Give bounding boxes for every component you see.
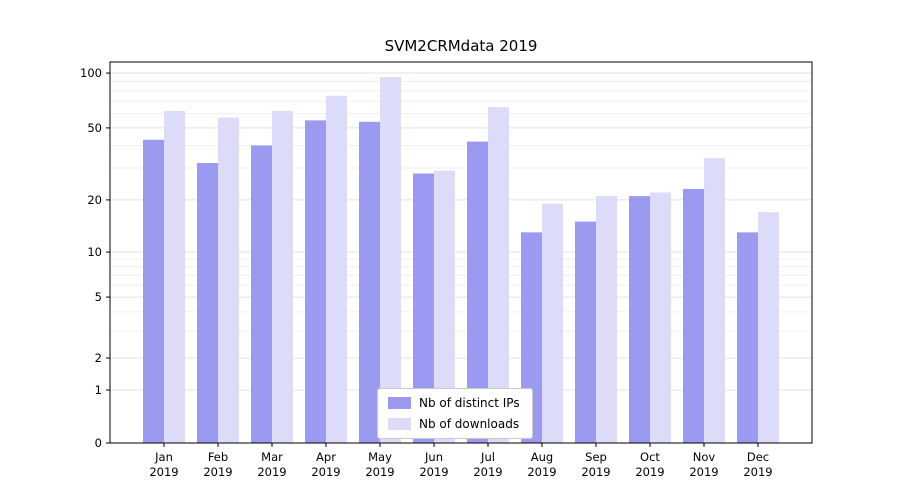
x-tick-label-month: May [368, 450, 392, 464]
x-tick-label-month: Dec [747, 450, 769, 464]
bar-distinct-ips-may [359, 121, 380, 443]
bar-downloads-jun [434, 170, 455, 443]
chart-title: SVM2CRMdata 2019 [385, 37, 538, 55]
bar-distinct-ips-jul [467, 141, 488, 443]
x-tick-label-month: Jan [154, 450, 173, 464]
x-tick-label-month: Aug [531, 450, 553, 464]
bar-distinct-ips-jun [413, 173, 434, 443]
x-tick-label-year: 2019 [203, 465, 232, 479]
y-tick-label: 2 [95, 351, 102, 365]
bar-downloads-sep [596, 196, 617, 443]
x-tick-label-year: 2019 [689, 465, 718, 479]
y-tick-label: 5 [95, 290, 102, 304]
y-tick-label: 0 [95, 436, 102, 450]
bar-distinct-ips-dec [737, 232, 758, 443]
bar-distinct-ips-feb [197, 162, 218, 443]
y-tick-label: 100 [80, 66, 102, 80]
x-tick-label-year: 2019 [419, 465, 448, 479]
y-tick-label: 50 [87, 121, 102, 135]
x-tick-label-year: 2019 [365, 465, 394, 479]
bar-distinct-ips-oct [629, 196, 650, 443]
bar-downloads-feb [218, 117, 239, 444]
bar-downloads-aug [542, 203, 563, 443]
legend-swatch-distinct-ips [388, 397, 411, 409]
bar-downloads-mar [272, 110, 293, 443]
bar-downloads-apr [326, 95, 347, 444]
x-tick-label-year: 2019 [635, 465, 664, 479]
bar-downloads-may [380, 77, 401, 443]
x-tick-label-year: 2019 [527, 465, 556, 479]
bar-downloads-jul [488, 107, 509, 444]
x-tick-label-month: Sep [585, 450, 607, 464]
legend-swatch-downloads [388, 418, 411, 430]
x-tick-label-month: Apr [316, 450, 336, 464]
bar-distinct-ips-nov [683, 188, 704, 443]
x-tick-label-month: Jun [424, 450, 443, 464]
y-tick-label: 1 [95, 383, 102, 397]
bar-downloads-nov [704, 158, 725, 443]
legend-label-downloads: Nb of downloads [419, 417, 520, 431]
x-tick-label-month: Jul [480, 450, 495, 464]
x-tick-label-month: Nov [693, 450, 716, 464]
legend-entry-distinct-ips: Nb of distinct IPs [388, 396, 520, 410]
x-tick-label-month: Oct [640, 450, 660, 464]
bar-distinct-ips-apr [305, 120, 326, 443]
bar-distinct-ips-jan [143, 139, 164, 443]
x-tick-label-year: 2019 [149, 465, 178, 479]
bar-distinct-ips-mar [251, 145, 272, 444]
bar-downloads-oct [650, 192, 671, 443]
legend-entry-downloads: Nb of downloads [388, 417, 520, 431]
legend: Nb of distinct IPs Nb of downloads [377, 388, 533, 439]
legend-label-distinct-ips: Nb of distinct IPs [419, 396, 520, 410]
x-tick-label-month: Feb [208, 450, 228, 464]
bar-downloads-dec [758, 212, 779, 443]
x-tick-label-year: 2019 [743, 465, 772, 479]
x-tick-label-year: 2019 [473, 465, 502, 479]
x-tick-label-year: 2019 [257, 465, 286, 479]
y-tick-label: 10 [87, 245, 102, 259]
x-tick-label-year: 2019 [581, 465, 610, 479]
y-tick-label: 20 [87, 193, 102, 207]
bar-downloads-jan [164, 110, 185, 443]
bar-distinct-ips-sep [575, 221, 596, 443]
x-tick-label-month: Mar [261, 450, 283, 464]
x-tick-label-year: 2019 [311, 465, 340, 479]
